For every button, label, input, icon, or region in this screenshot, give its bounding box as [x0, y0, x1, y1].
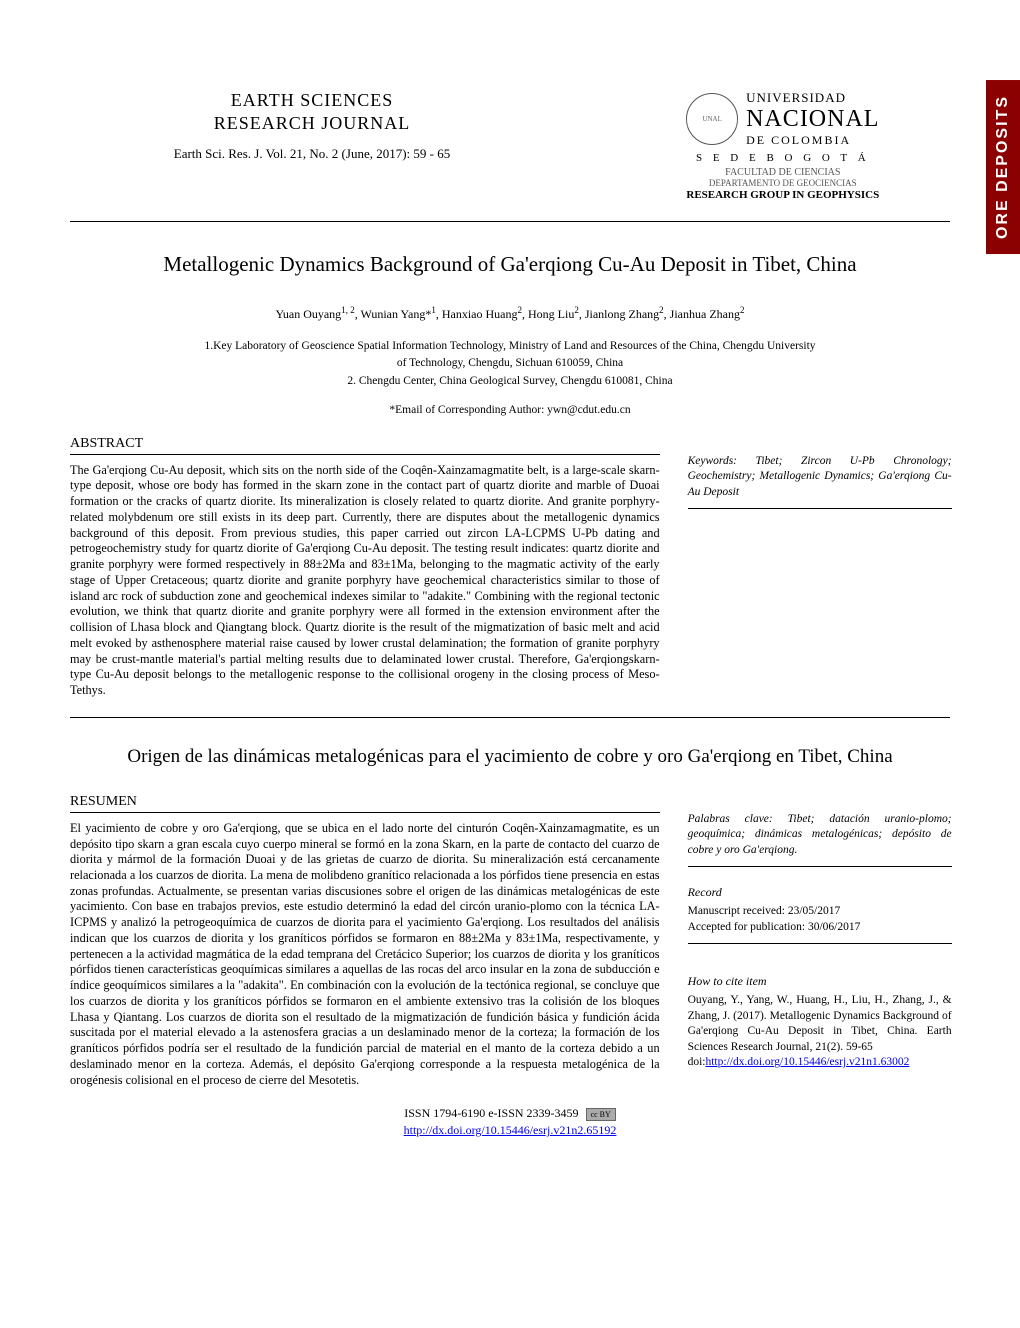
article-title-en: Metallogenic Dynamics Background of Ga'e… [70, 252, 950, 277]
keywords-es-rule [688, 866, 952, 867]
cite-doi-link[interactable]: http://dx.doi.org/10.15446/esrj.v21n1.63… [705, 1056, 909, 1068]
affiliations: 1.Key Laboratory of Geoscience Spatial I… [70, 338, 950, 390]
resumen-rule [70, 812, 660, 813]
university-nacional: NACIONAL [746, 106, 879, 133]
university-dept: DEPARTAMENTO DE GEOCIENCIAS [616, 178, 950, 188]
university-word: UNIVERSIDAD [746, 90, 879, 106]
university-block: UNAL UNIVERSIDAD NACIONAL DE COLOMBIA S … [616, 90, 950, 201]
affiliation-1b: of Technology, Chengdu, Sichuan 610059, … [70, 355, 950, 372]
resumen-row: RESUMEN El yacimiento de cobre y oro Ga'… [70, 794, 950, 1088]
abstract-rule [70, 454, 660, 455]
authors-line: Yuan Ouyang1, 2, Wunian Yang*1, Hanxiao … [70, 305, 950, 322]
journal-name-line1: EARTH SCIENCES [70, 90, 554, 111]
journal-header: EARTH SCIENCES RESEARCH JOURNAL Earth Sc… [70, 90, 554, 162]
university-research-group: RESEARCH GROUP IN GEOPHYSICS [616, 189, 950, 201]
affiliation-2: 2. Chengdu Center, China Geological Surv… [70, 373, 950, 390]
journal-citation: Earth Sci. Res. J. Vol. 21, No. 2 (June,… [70, 146, 554, 162]
page-container: EARTH SCIENCES RESEARCH JOURNAL Earth Sc… [0, 0, 1020, 1168]
resumen-heading: RESUMEN [70, 794, 660, 810]
cc-badge-icon: cc BY [586, 1108, 616, 1121]
record-received: Manuscript received: 23/05/2017 [688, 904, 952, 920]
header-block: EARTH SCIENCES RESEARCH JOURNAL Earth Sc… [70, 90, 950, 201]
abstract-heading: ABSTRACT [70, 436, 660, 452]
keywords-en-rule [688, 508, 952, 509]
mid-rule [70, 717, 950, 718]
footer-doi-link[interactable]: http://dx.doi.org/10.15446/esrj.v21n2.65… [70, 1123, 950, 1138]
university-facultad: FACULTAD DE CIENCIAS [616, 167, 950, 178]
resumen-main-col: RESUMEN El yacimiento de cobre y oro Ga'… [70, 794, 660, 1088]
university-colombia: DE COLOMBIA [746, 133, 879, 148]
record-heading: Record [688, 885, 952, 900]
corresponding-author: *Email of Corresponding Author: ywn@cdut… [70, 404, 950, 416]
footer-issn: ISSN 1794-6190 e-ISSN 2339-3459 [404, 1106, 578, 1120]
abstract-main-col: ABSTRACT The Ga'erqiong Cu-Au deposit, w… [70, 436, 660, 699]
abstract-row: ABSTRACT The Ga'erqiong Cu-Au deposit, w… [70, 436, 950, 699]
resumen-body: El yacimiento de cobre y oro Ga'erqiong,… [70, 821, 660, 1088]
cite-text: Ouyang, Y., Yang, W., Huang, H., Liu, H.… [688, 993, 952, 1071]
resumen-side-col: Palabras clave: Tibet; datación uranio-p… [688, 794, 952, 1088]
keywords-en: Keywords: Tibet; Zircon U-Pb Chronology;… [688, 454, 952, 501]
abstract-body: The Ga'erqiong Cu-Au deposit, which sits… [70, 463, 660, 699]
cite-body: Ouyang, Y., Yang, W., Huang, H., Liu, H.… [688, 994, 952, 1053]
record-rule [688, 943, 952, 944]
record-accepted: Accepted for publication: 30/06/2017 [688, 920, 952, 936]
university-sede: S E D E B O G O T Á [616, 152, 950, 164]
university-name-text: UNIVERSIDAD NACIONAL DE COLOMBIA [746, 90, 879, 148]
cite-doi-label: doi: [688, 1056, 706, 1068]
article-title-es: Origen de las dinámicas metalogénicas pa… [70, 746, 950, 768]
university-logo-row: UNAL UNIVERSIDAD NACIONAL DE COLOMBIA [616, 90, 950, 148]
header-rule [70, 221, 950, 222]
affiliation-1a: 1.Key Laboratory of Geoscience Spatial I… [70, 338, 950, 355]
university-seal-icon: UNAL [686, 93, 738, 145]
keywords-es: Palabras clave: Tibet; datación uranio-p… [688, 812, 952, 859]
cite-heading: How to cite item [688, 974, 952, 989]
abstract-side-col: Keywords: Tibet; Zircon U-Pb Chronology;… [688, 436, 952, 699]
footer: ISSN 1794-6190 e-ISSN 2339-3459 cc BY ht… [70, 1106, 950, 1138]
journal-name-line2: RESEARCH JOURNAL [70, 113, 554, 134]
